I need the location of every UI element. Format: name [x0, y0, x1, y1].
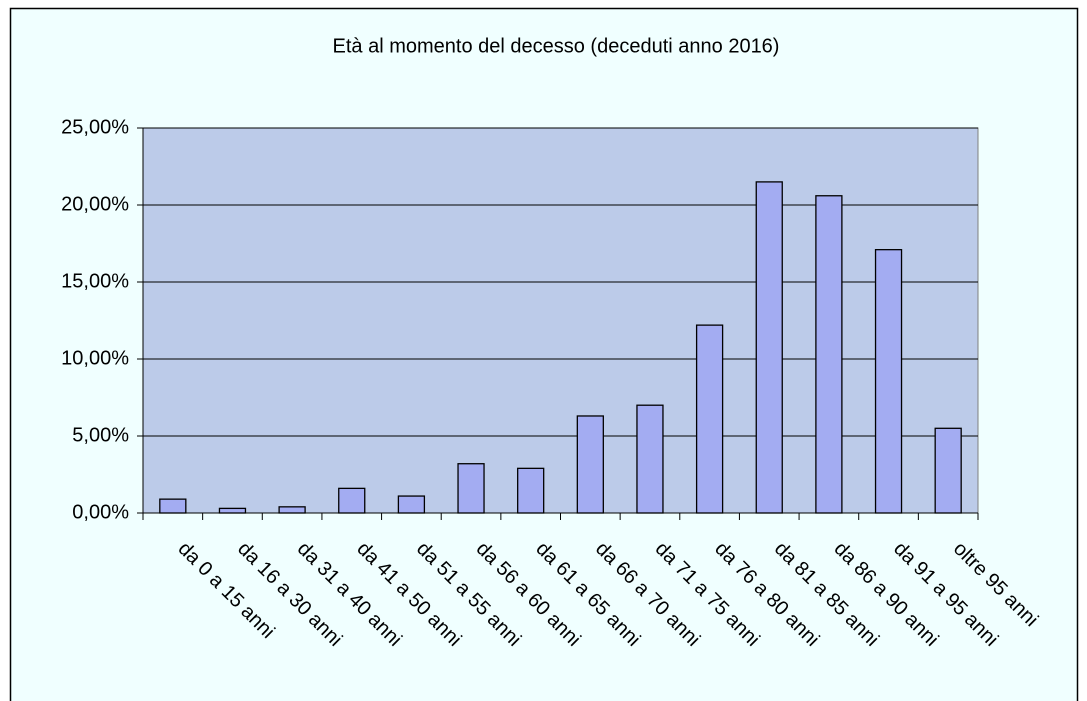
bar	[218, 507, 247, 514]
plot-area	[142, 127, 979, 514]
bar	[517, 467, 545, 514]
bar	[636, 404, 664, 514]
bar	[815, 195, 843, 514]
y-tick-label: 0,00%	[72, 501, 129, 523]
y-tick-label: 25,00%	[61, 116, 129, 138]
bar	[278, 506, 306, 514]
bar	[695, 324, 724, 514]
bar	[338, 487, 366, 514]
y-tick-label: 20,00%	[61, 193, 129, 215]
bar	[457, 463, 485, 514]
bar	[576, 415, 604, 514]
bar	[934, 427, 962, 514]
y-tick-label: 5,00%	[72, 424, 129, 446]
bar	[755, 181, 783, 514]
bar	[159, 498, 187, 514]
y-tick-label: 10,00%	[61, 347, 129, 369]
chart-title: Età al momento del decesso (deceduti ann…	[333, 35, 780, 57]
y-tick-label: 15,00%	[61, 270, 129, 292]
bar	[874, 249, 903, 514]
bar	[397, 495, 426, 514]
